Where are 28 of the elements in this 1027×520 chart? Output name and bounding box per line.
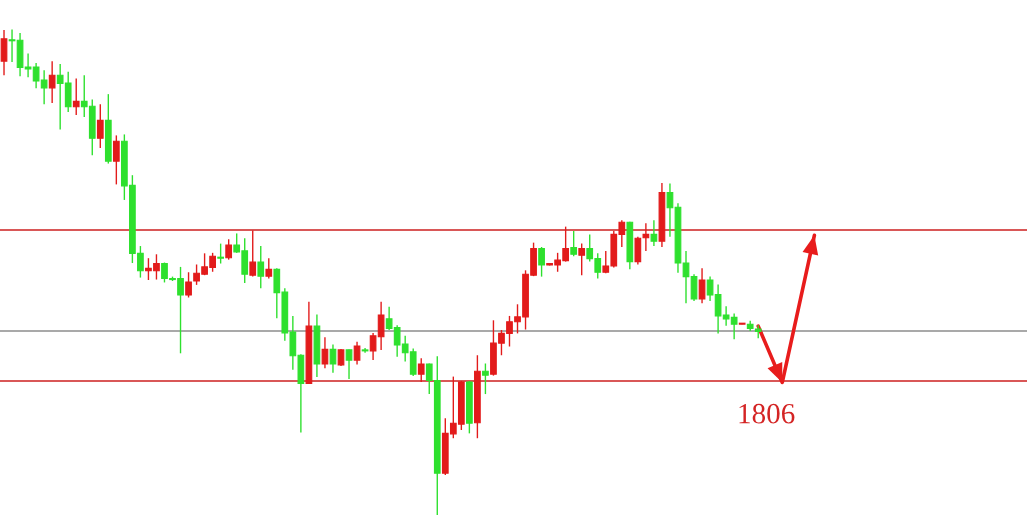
candlestick [666,182,674,238]
candlestick [321,336,329,370]
candlestick [345,348,353,380]
candlestick [690,273,698,302]
candlestick [72,77,80,116]
candlestick [217,242,225,265]
candlestick [578,242,586,276]
candlestick [642,222,650,252]
candlestick [96,103,104,149]
candlestick [329,343,337,374]
candlestick [0,29,8,76]
candlestick [682,250,690,305]
candlestick [634,236,642,266]
candlestick [570,230,578,257]
candlestick [48,60,56,104]
candlestick [538,246,545,278]
candlestick [249,229,257,278]
candlestick [417,357,425,383]
candlestick [698,267,706,305]
annotation: 1806 [739,403,795,424]
candlestick [265,257,273,280]
candlestick [650,219,658,247]
candlestick [225,238,233,261]
candlestick [8,28,16,63]
candlestick [112,134,120,186]
candlestick [482,362,489,395]
candlestick [353,340,361,366]
candlestick [257,245,265,289]
